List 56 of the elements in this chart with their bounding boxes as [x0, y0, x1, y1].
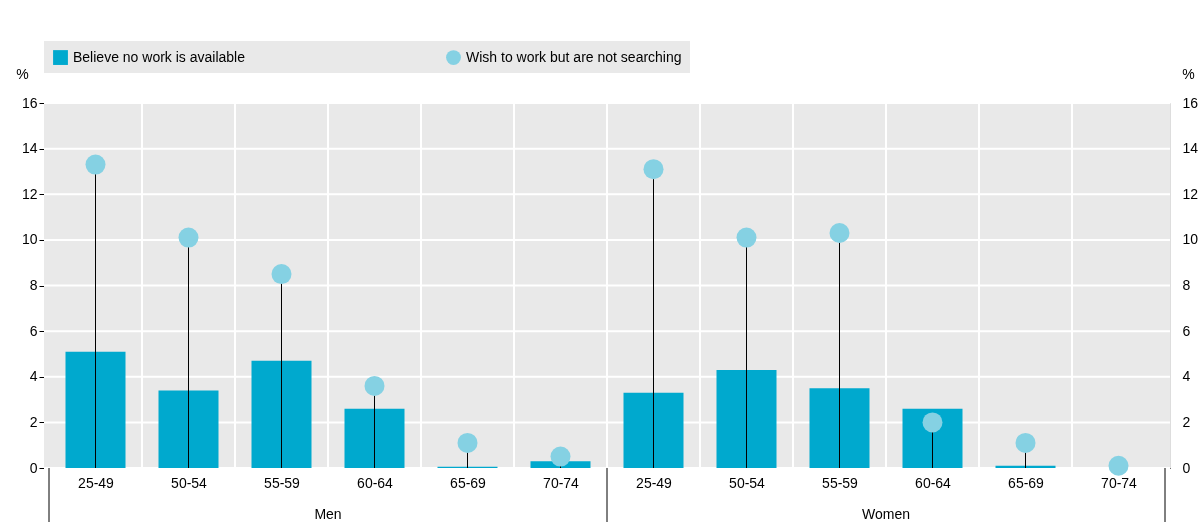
y-tick-label: 16 — [21, 94, 38, 111]
y2-tick-label: 4 — [1182, 368, 1191, 385]
point — [922, 412, 943, 433]
point — [364, 375, 385, 396]
x-tick-label: 25-49 — [78, 474, 115, 491]
x-tick-label: 70-74 — [1101, 474, 1138, 491]
bar — [902, 408, 963, 468]
y2-tick-label: 0 — [1182, 459, 1191, 476]
point — [271, 264, 292, 285]
point — [550, 446, 571, 467]
point — [1015, 432, 1036, 453]
bar — [809, 388, 870, 468]
y-tick-label: 14 — [21, 140, 38, 157]
y2-tick-label: 16 — [1182, 94, 1199, 111]
point — [457, 432, 478, 453]
point — [178, 227, 199, 248]
y2-tick-label: 12 — [1182, 185, 1199, 202]
y-tick-label: 12 — [21, 185, 38, 202]
y2-tick-label: 8 — [1182, 277, 1191, 293]
y2-tick-label: 6 — [1182, 322, 1191, 339]
y2-tick-label: 10 — [1182, 231, 1199, 248]
y2-axis-title: % — [1182, 65, 1195, 82]
legend-label: Believe no work is available — [73, 48, 246, 65]
y-tick-label: 10 — [21, 231, 38, 248]
y-tick-label: 0 — [29, 459, 38, 476]
point — [643, 159, 664, 180]
bar — [251, 360, 312, 468]
x-tick-label: 70-74 — [543, 474, 580, 491]
bar — [716, 369, 777, 468]
x-tick-label: 55-59 — [264, 474, 301, 491]
legend-label: Wish to work but are not searching — [466, 48, 682, 65]
y2-tick-label: 2 — [1182, 413, 1191, 430]
x-tick-label: 60-64 — [357, 474, 394, 491]
y-tick-label: 2 — [29, 413, 38, 430]
y-tick-label: 4 — [29, 368, 38, 385]
point — [85, 154, 106, 175]
text: Women — [862, 506, 910, 522]
bar — [623, 392, 684, 468]
x-tick-label: 50-54 — [171, 474, 208, 491]
text: Men — [314, 506, 342, 522]
x-tick-label: 25-49 — [636, 474, 673, 491]
y-axis-title: % — [16, 65, 29, 82]
x-tick-label: 65-69 — [450, 474, 487, 491]
y-tick-label: 6 — [29, 322, 38, 339]
bar — [65, 351, 126, 468]
bar — [158, 390, 219, 468]
point — [1108, 455, 1129, 476]
x-tick-label: 65-69 — [1008, 474, 1045, 491]
bar — [344, 408, 405, 468]
point — [829, 223, 850, 244]
x-tick-label: 50-54 — [729, 474, 766, 491]
y2-tick-label: 14 — [1182, 140, 1199, 157]
y-tick-label: 8 — [29, 277, 38, 293]
x-tick-label: 60-64 — [915, 474, 952, 491]
point — [736, 227, 757, 248]
x-tick-label: 55-59 — [822, 474, 859, 491]
